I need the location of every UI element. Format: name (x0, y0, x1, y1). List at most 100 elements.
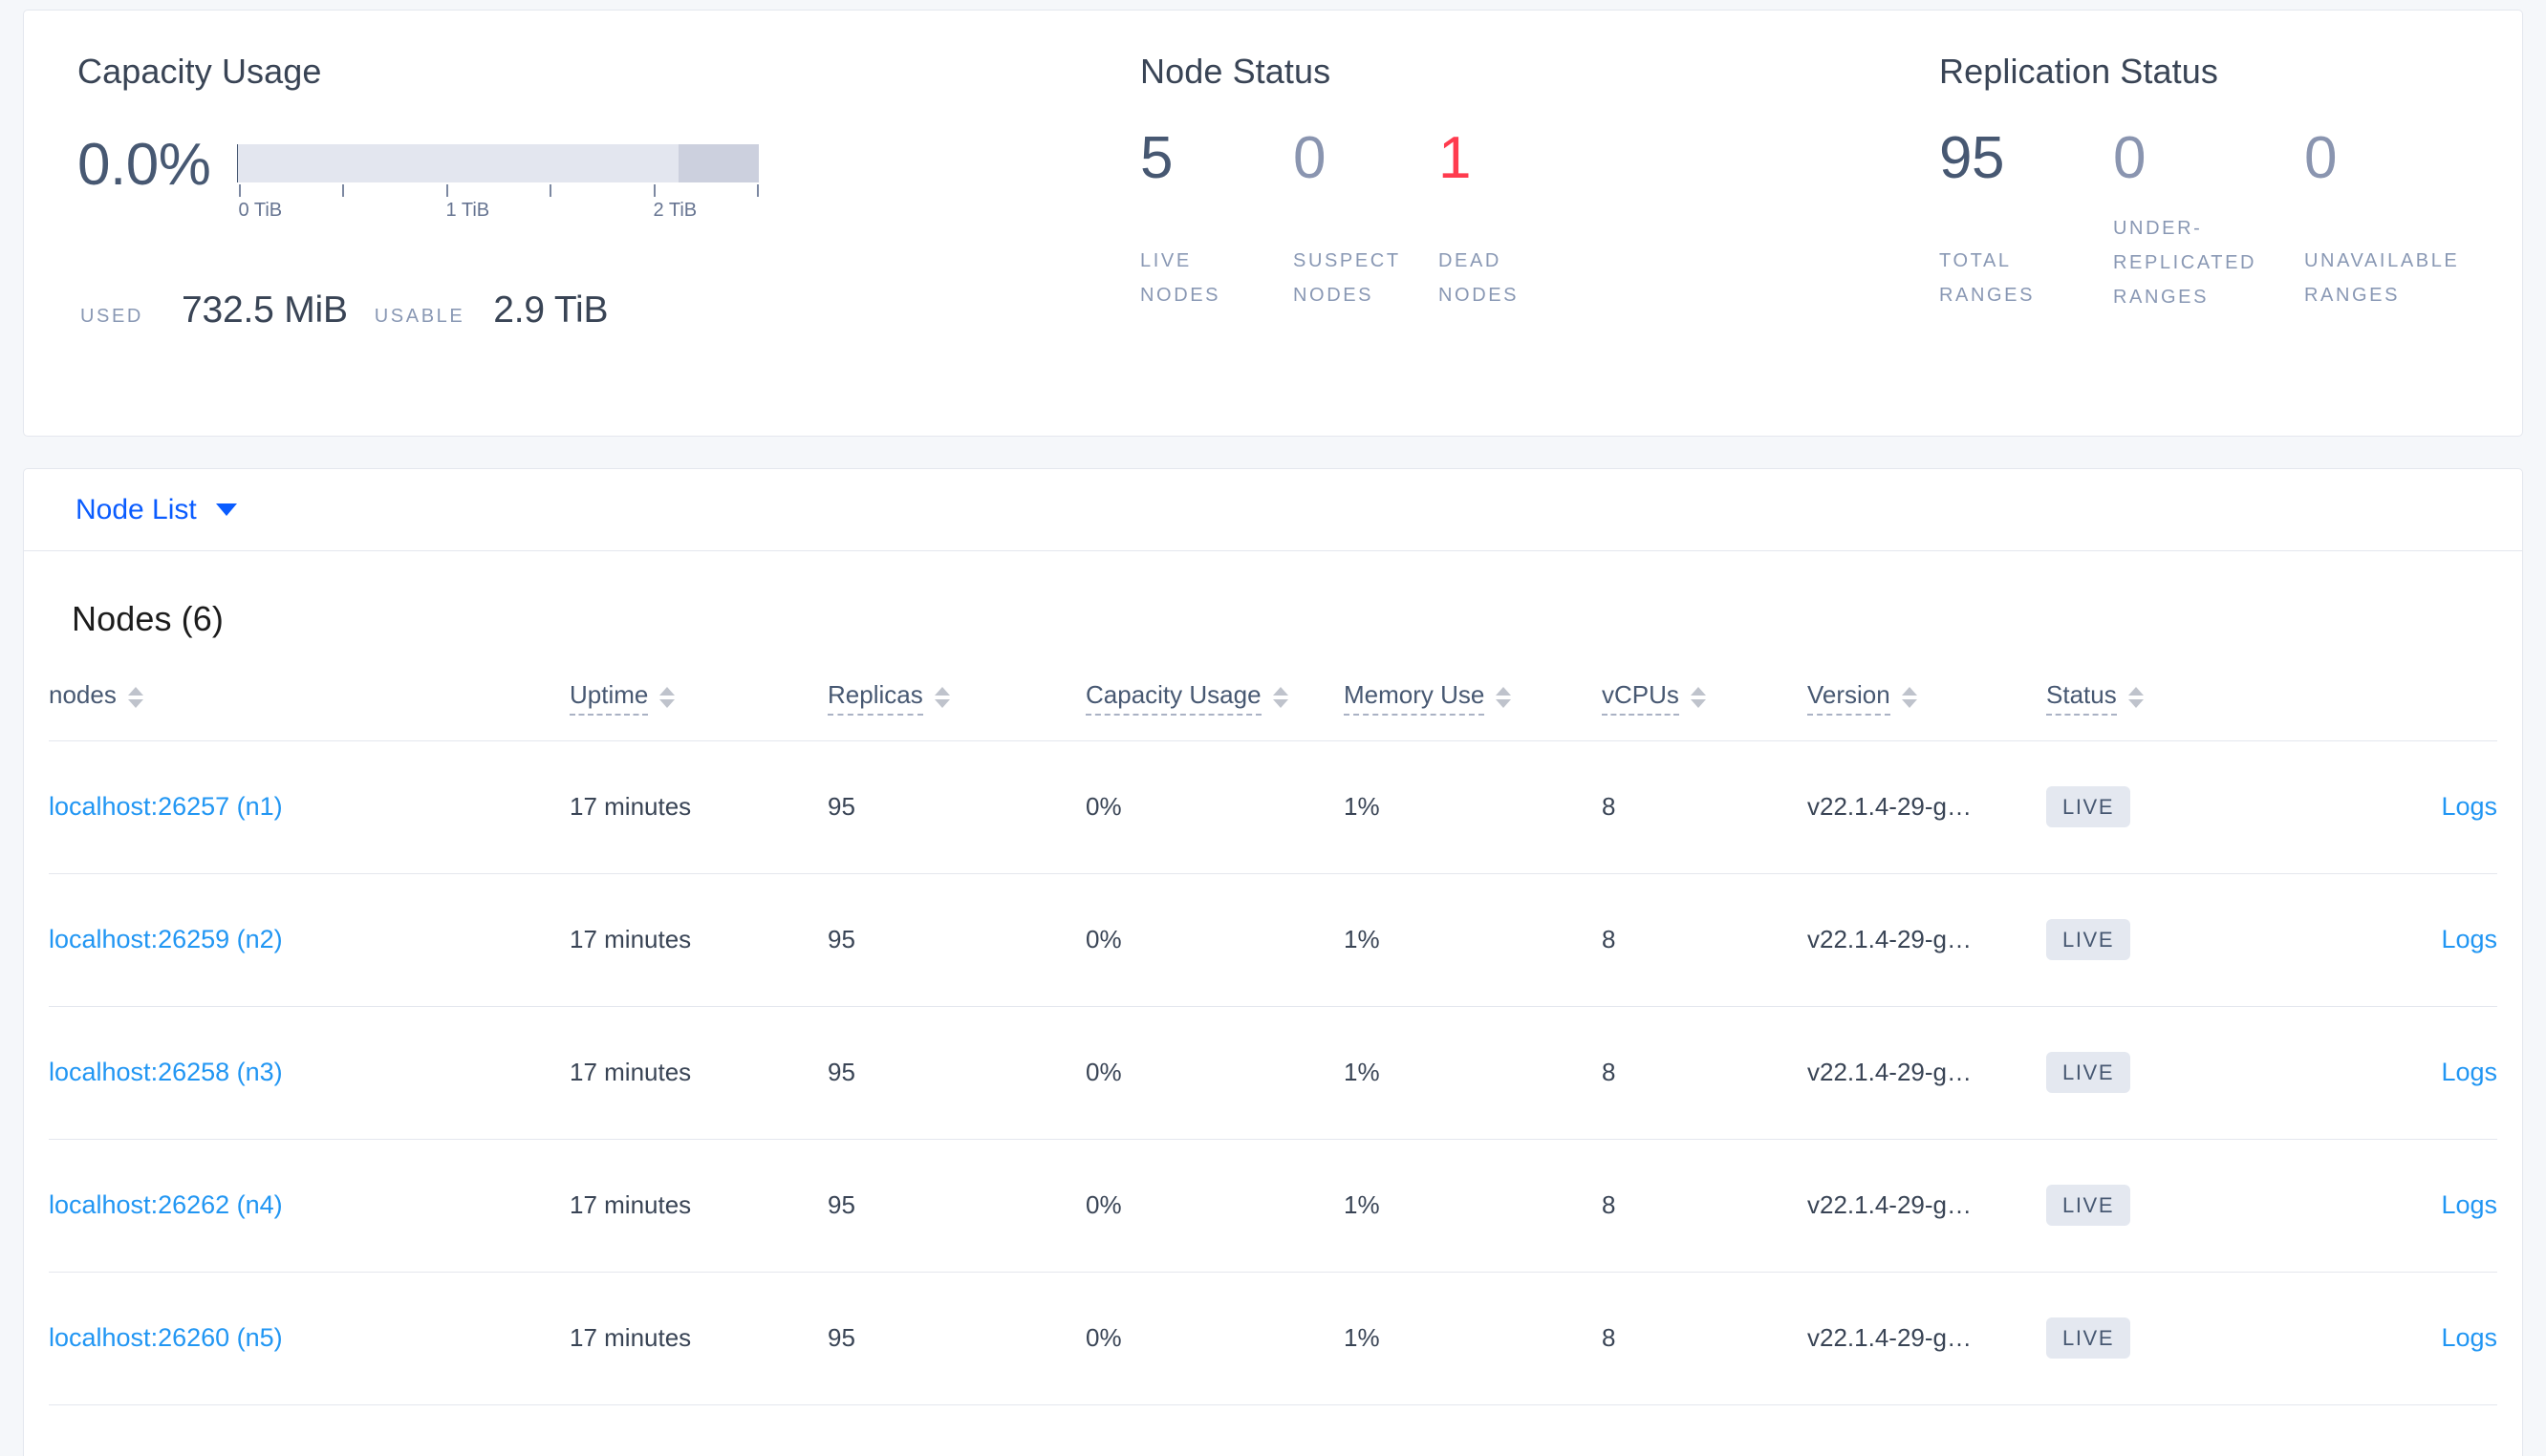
status-badge: LIVE (2046, 1317, 2131, 1360)
node-status-title: Node Status (1140, 52, 1331, 91)
under-replicated-ranges-caption: UNDER- REPLICATED RANGES (2113, 217, 2257, 308)
node-list-card: Node List Nodes (6) nodes (23, 468, 2523, 1456)
capacity-stats: USED 732.5 MiB USABLE 2.9 TiB (77, 289, 1113, 332)
cell-version: v22.1.4-29-g… (1807, 1272, 2046, 1405)
node-status-panel: Node Status 5 LIVE NODES 0 SUSPECT NODES… (1113, 11, 1907, 436)
capacity-usage-title: Capacity Usage (77, 52, 322, 91)
suspect-nodes-caption: SUSPECT NODES (1293, 249, 1401, 306)
cell-version: v22.1.4-29-g… (1807, 873, 2046, 1007)
capacity-usage-panel: Capacity Usage 0.0% 0 TiB (24, 11, 1113, 436)
cell-node: localhost:26258 (n3) (49, 1006, 570, 1140)
cell-replicas: 95 (828, 873, 1086, 1007)
column-header-actions (2261, 681, 2497, 741)
node-link[interactable]: localhost:26260 (n5) (49, 1323, 283, 1353)
cell-capacity: 0% (1086, 1272, 1344, 1405)
column-header-capacity-usage[interactable]: Capacity Usage (1086, 680, 1344, 741)
nodes-table-body: localhost:26257 (n1) 17 minutes 95 0% 1%… (49, 740, 2497, 1405)
axis-tick-label: 2 TiB (653, 199, 698, 221)
dead-nodes-value: 1 (1438, 124, 1471, 191)
cell-memory: 1% (1344, 1006, 1602, 1140)
axis-tick (446, 183, 449, 197)
logs-link[interactable]: Logs (2441, 1058, 2497, 1087)
capacity-bar-overflow (679, 143, 760, 182)
table-row: localhost:26258 (n3) 17 minutes 95 0% 1%… (49, 1006, 2497, 1140)
cell-capacity: 0% (1086, 740, 1344, 874)
cell-capacity: 0% (1086, 873, 1344, 1007)
node-link[interactable]: localhost:26257 (n1) (49, 792, 283, 822)
live-nodes-value: 5 (1140, 124, 1173, 191)
logs-link[interactable]: Logs (2441, 792, 2497, 822)
sort-arrows-icon[interactable] (934, 686, 950, 708)
cell-version: v22.1.4-29-g… (1807, 1139, 2046, 1273)
axis-tick (757, 183, 760, 197)
column-header-vcpus-label: vCPUs (1602, 680, 1679, 716)
cell-status: LIVE (2046, 1006, 2261, 1140)
cell-replicas: 95 (828, 1139, 1086, 1273)
dead-nodes-caption: DEAD NODES (1438, 249, 1520, 306)
logs-link[interactable]: Logs (2441, 1323, 2497, 1353)
capacity-axis: 0 TiB 1 TiB 2 TiB (237, 183, 760, 226)
sort-arrows-icon[interactable] (1901, 686, 1917, 708)
cell-uptime: 17 minutes (570, 740, 828, 874)
cell-replicas: 95 (828, 740, 1086, 874)
node-link[interactable]: localhost:26259 (n2) (49, 925, 283, 954)
node-link[interactable]: localhost:26262 (n4) (49, 1190, 283, 1220)
sort-arrows-icon[interactable] (2127, 686, 2144, 708)
node-link[interactable]: localhost:26258 (n3) (49, 1058, 283, 1087)
capacity-gauge: 0.0% 0 TiB 1 TiB 2 (77, 135, 1113, 226)
cell-version: v22.1.4-29-g… (1807, 1006, 2046, 1140)
metric-unavailable-ranges: 0 UNAVAILABLE RANGES (2304, 126, 2495, 314)
node-list-dropdown[interactable]: Node List (76, 494, 237, 526)
sort-arrows-icon[interactable] (1496, 686, 1512, 708)
cell-vcpus: 8 (1602, 873, 1807, 1007)
column-header-replicas[interactable]: Replicas (828, 680, 1086, 741)
table-header-row: nodes Uptime Replicas (49, 680, 2497, 741)
sort-arrows-icon[interactable] (127, 686, 143, 708)
status-badge: LIVE (2046, 919, 2131, 961)
metric-total-ranges: 95 TOTAL RANGES (1939, 126, 2113, 314)
node-list-dropdown-label: Node List (76, 493, 197, 525)
logs-link[interactable]: Logs (2441, 925, 2497, 954)
live-nodes-caption: LIVE NODES (1140, 249, 1221, 306)
sort-arrows-icon[interactable] (1272, 686, 1288, 708)
cell-logs: Logs (2261, 873, 2497, 1007)
column-header-status[interactable]: Status (2046, 680, 2261, 741)
column-header-uptime[interactable]: Uptime (570, 680, 828, 741)
capacity-bar-used (237, 143, 239, 182)
sort-arrows-icon[interactable] (659, 686, 676, 708)
usable-label: USABLE (374, 305, 465, 327)
replication-status-metrics: 95 TOTAL RANGES 0 UNDER- REPLICATED RANG… (1939, 126, 2518, 314)
status-badge: LIVE (2046, 1052, 2131, 1094)
node-status-metrics: 5 LIVE NODES 0 SUSPECT NODES 1 DEAD NODE… (1140, 124, 1907, 312)
status-badge: LIVE (2046, 786, 2131, 828)
column-header-uptime-label: Uptime (570, 680, 649, 716)
cell-logs: Logs (2261, 1006, 2497, 1140)
axis-tick (342, 183, 345, 197)
cell-uptime: 17 minutes (570, 1139, 828, 1273)
used-value: 732.5 MiB (181, 289, 348, 331)
sort-arrows-icon[interactable] (1690, 686, 1706, 708)
cell-memory: 1% (1344, 740, 1602, 874)
column-header-version[interactable]: Version (1807, 680, 2046, 741)
cell-node: localhost:26262 (n4) (49, 1139, 570, 1273)
axis-tick (239, 183, 242, 197)
node-list-tabbar: Node List (24, 469, 2522, 551)
cell-node: localhost:26260 (n5) (49, 1272, 570, 1405)
cell-status: LIVE (2046, 1272, 2261, 1405)
cell-logs: Logs (2261, 740, 2497, 874)
logs-link[interactable]: Logs (2441, 1190, 2497, 1220)
axis-tick (550, 183, 552, 197)
capacity-bar-wrap: 0 TiB 1 TiB 2 TiB (237, 143, 760, 226)
axis-tick (654, 183, 657, 197)
column-header-nodes[interactable]: nodes (49, 680, 570, 741)
table-row: localhost:26262 (n4) 17 minutes 95 0% 1%… (49, 1139, 2497, 1273)
cell-uptime: 17 minutes (570, 873, 828, 1007)
column-header-memory-use-label: Memory Use (1344, 680, 1485, 716)
cell-replicas: 95 (828, 1006, 1086, 1140)
capacity-bar-track (237, 143, 760, 182)
column-header-vcpus[interactable]: vCPUs (1602, 680, 1807, 741)
table-row: localhost:26260 (n5) 17 minutes 95 0% 1%… (49, 1272, 2497, 1405)
column-header-memory-use[interactable]: Memory Use (1344, 680, 1602, 741)
axis-tick-label: 0 TiB (238, 199, 283, 221)
replication-status-panel: Replication Status 95 TOTAL RANGES 0 UND… (1907, 11, 2518, 436)
